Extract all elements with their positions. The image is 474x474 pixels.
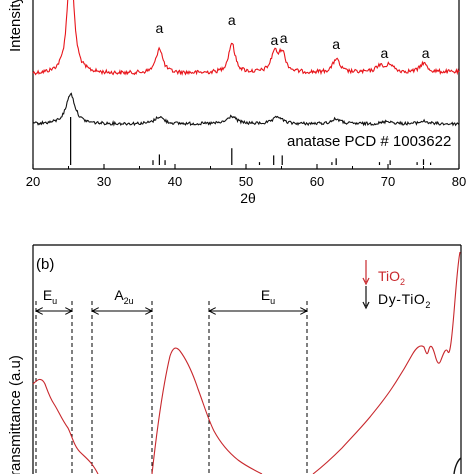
band-label-a2u: A2u	[114, 287, 133, 306]
legend-entry-tio2: TiO2	[378, 268, 405, 287]
x-tick-label-30: 30	[97, 174, 111, 189]
peak-label-3: a	[280, 30, 288, 46]
x-tick-label-70: 70	[381, 174, 395, 189]
panel-b-y-label: ransmittance (a.u)	[7, 355, 24, 474]
peak-labels: a aa a aa a	[155, 12, 429, 61]
peak-label-1: a	[228, 12, 236, 28]
panel-a-x-label: 2θ	[240, 190, 256, 206]
series-dy-tio2-xrd-line	[32, 92, 460, 127]
peak-label-4: a	[332, 36, 340, 52]
legend-arrow-dy-tio2-head	[362, 301, 370, 310]
peak-label-2: a	[271, 32, 279, 48]
x-tick-label-50: 50	[239, 174, 253, 189]
x-tick-label-40: 40	[168, 174, 182, 189]
reference-peaks	[70, 117, 432, 165]
x-tick-label-60: 60	[310, 174, 324, 189]
peak-label-5: a	[381, 45, 389, 61]
panel-b: (b) ransmittance (a.u) Eu A2u Eu	[7, 244, 462, 474]
series-tio2-ftir-line	[32, 251, 461, 474]
peak-label-0: a	[155, 20, 163, 36]
band-label-eu-1: Eu	[43, 287, 57, 306]
panel-b-tag: (b)	[36, 256, 54, 273]
peak-label-6: a	[422, 45, 430, 61]
legend-arrow-tio2-head	[362, 277, 370, 286]
panel-a-x-ticks: 20 30 40 50 60 70 80	[26, 164, 466, 189]
x-tick-label-20: 20	[26, 174, 40, 189]
band-label-eu-2: Eu	[261, 287, 275, 306]
reference-pattern-label: anatase PCD # 1003622	[287, 133, 451, 150]
legend: TiO2 Dy-TiO2	[362, 260, 431, 310]
series-tio2-xrd-line	[32, 0, 460, 76]
legend-entry-dy-tio2: Dy-TiO2	[378, 291, 431, 310]
series-dy-tio2-ftir-line	[453, 457, 462, 474]
panel-a: Intensity 20 30 40 50 60 70 80 2θ anatase PCD …	[7, 0, 466, 206]
panel-b-frame	[32, 244, 462, 474]
x-tick-label-80: 80	[452, 174, 466, 189]
band-boundaries	[35, 301, 308, 474]
panel-a-y-label: Intensity	[7, 0, 24, 52]
